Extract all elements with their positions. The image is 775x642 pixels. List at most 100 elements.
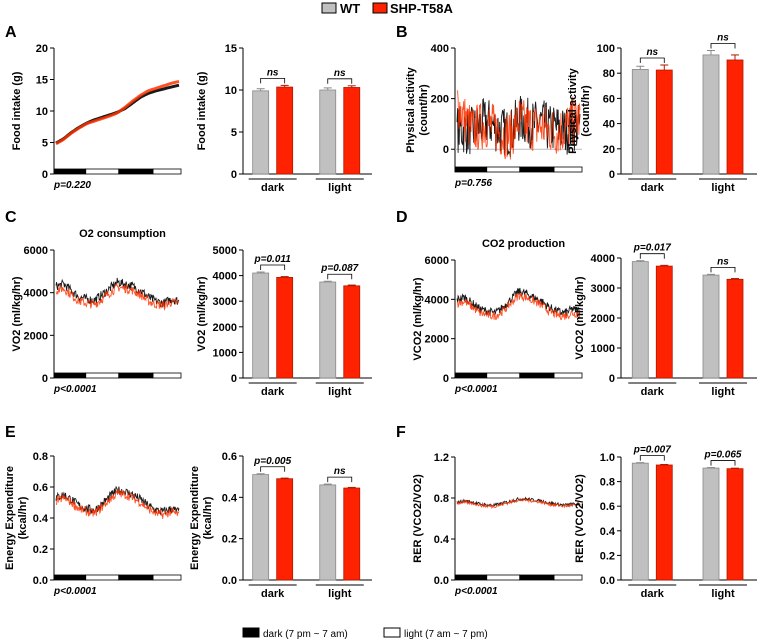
cycle-bar-dark	[53, 168, 87, 175]
significance-bracket	[639, 253, 665, 259]
y-axis-label: (kcal/hr)	[17, 496, 29, 539]
y-tick-label: 0	[42, 373, 48, 385]
cycle-bar-light	[85, 574, 120, 581]
cycle-bar-light	[553, 372, 583, 379]
cycle-bar-dark	[519, 574, 555, 581]
y-tick-label: 1.0	[600, 452, 615, 464]
legend-swatch-wt	[321, 2, 337, 14]
bar-dark-wt	[631, 69, 649, 175]
panel-C-line-chart: C 0 2000 4000 6000 VO2 (ml/kg/hr) O2 consumpti…	[5, 209, 182, 395]
y-tick-label: 0.6	[600, 501, 615, 513]
significance-label: p=0.087	[320, 263, 358, 274]
y-tick-label: 4000	[591, 253, 615, 265]
chart-title: O2 consumption	[79, 228, 166, 240]
bar-light-wt	[702, 54, 720, 175]
y-tick-label: 40	[603, 119, 615, 131]
y-tick-label: 0.2	[222, 534, 237, 546]
y-tick-label: 1000	[213, 347, 237, 359]
cycle-bar-dark	[519, 166, 555, 173]
y-tick-label: 6000	[24, 245, 48, 257]
y-axis-label: (kcal/hr)	[202, 496, 214, 539]
y-tick-label: 0.0	[434, 575, 449, 587]
x-category-label: light	[711, 182, 735, 194]
significance-label: ns	[334, 466, 346, 477]
panel-F-line-chart: F 0.0 0.4 0.8 1.2 RER (VCO2/VO2) p<0.0001	[396, 424, 583, 597]
x-category-label: light	[711, 386, 735, 398]
y-tick-label: 0.0	[600, 575, 615, 587]
significance-bracket	[260, 264, 286, 271]
bottom-legend: dark (7 pm ~ 7 am) light (7 am ~ 7 pm)	[242, 627, 488, 640]
y-tick-label: 2000	[425, 334, 449, 346]
p-value-label: p<0.0001	[454, 586, 498, 597]
significance-label: p=0.007	[633, 445, 671, 456]
y-tick-label: 0.2	[600, 550, 615, 562]
x-category-label: light	[328, 588, 352, 600]
y-tick-label: 0.0	[33, 575, 48, 587]
y-tick-label: 10	[225, 85, 237, 97]
y-axis-label: RER (VCO2/VO2)	[574, 474, 586, 563]
panel-E-bar-chart: 0.0 0.2 0.4 0.6 Energy Expenditure (kcal/hr) p…	[189, 451, 372, 600]
bar-light-shp	[726, 468, 744, 581]
y-tick-label: 5	[42, 138, 48, 150]
x-category-label: light	[328, 386, 352, 398]
y-tick-label: 2000	[213, 322, 237, 334]
significance-label: ns	[717, 256, 729, 267]
chart-title: CO2 production	[482, 238, 565, 250]
cycle-bar-light	[152, 574, 182, 581]
series-line-shp	[56, 282, 180, 311]
p-value-label: p<0.0001	[454, 384, 498, 395]
y-tick-label: 4000	[425, 294, 449, 306]
y-axis-label: (count/hr)	[580, 85, 592, 137]
panel-letter: A	[5, 24, 17, 41]
series-line-shp	[456, 90, 581, 160]
significance-bracket	[327, 273, 353, 280]
significance-bracket	[327, 476, 353, 483]
x-category-label: light	[711, 588, 735, 600]
significance-bracket	[260, 466, 286, 472]
y-axis-label: VO2 (ml/kg/hr)	[11, 276, 23, 352]
cycle-bar-dark	[118, 574, 154, 581]
panel-A-line-chart: A 0 5 10 15 20 Food intake (g) p=0.220	[5, 24, 182, 191]
y-axis-label: (count/hr)	[418, 84, 430, 136]
significance-label: p=0.011	[254, 254, 292, 265]
significance-bracket	[639, 57, 665, 64]
series-line-shp	[456, 292, 581, 321]
bar-dark-wt	[252, 272, 270, 379]
significance-bracket	[710, 460, 736, 466]
cycle-bar-light	[553, 166, 583, 173]
y-tick-label: 20	[603, 144, 615, 156]
bar-light-wt	[319, 484, 337, 581]
y-tick-label: 20	[36, 43, 48, 55]
y-tick-label: 6000	[425, 255, 449, 267]
y-tick-label: 4000	[24, 288, 48, 300]
significance-bracket	[327, 78, 353, 84]
cycle-bar-dark	[454, 166, 488, 173]
cycle-bar-light	[152, 372, 182, 379]
bar-dark-wt	[252, 474, 270, 581]
panel-F-bar-chart: 0.0 0.2 0.4 0.6 0.8 1.0 RER (VCO2/VO2) p=0.007 d…	[574, 445, 757, 600]
cycle-bar-light	[85, 168, 120, 175]
legend-label-shp: SHP-T58A	[390, 1, 453, 16]
bar-dark-shp	[655, 464, 673, 581]
cycle-bar-dark	[118, 168, 154, 175]
y-axis-label: Energy Expenditure	[189, 466, 201, 570]
legend-swatch-light	[383, 627, 401, 638]
x-category-label: dark	[641, 588, 665, 600]
bar-light-shp	[726, 278, 744, 379]
panel-A-bar-chart: 0 5 10 15 Food intake (g) ns dark ns light	[196, 43, 372, 194]
bar-dark-shp	[655, 265, 673, 379]
legend-label-wt: WT	[340, 1, 360, 16]
bar-dark-shp	[655, 69, 673, 175]
series-line-wt	[456, 287, 581, 317]
y-axis-label: Energy Expenditure	[4, 466, 16, 570]
cycle-bar-light	[486, 372, 521, 379]
panel-C-bar-chart: 0 1000 2000 3000 4000 5000 VO2 (ml/kg/hr) p=0.0…	[196, 245, 372, 398]
y-tick-label: 0	[443, 144, 449, 156]
cycle-bar-light	[553, 574, 583, 581]
y-tick-label: 0.4	[434, 534, 450, 546]
bar-dark-shp	[276, 478, 294, 581]
y-tick-label: 60	[603, 93, 615, 105]
y-axis-label: Food intake (g)	[196, 71, 208, 150]
y-tick-label: 4000	[213, 271, 237, 283]
